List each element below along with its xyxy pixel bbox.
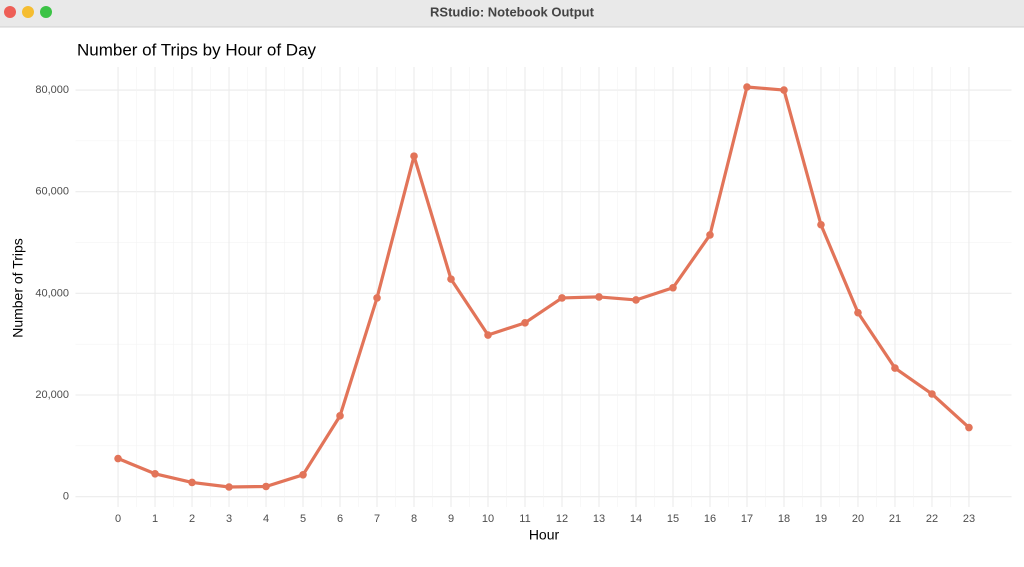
point [891, 364, 899, 372]
y-tick-label: 60,000 [35, 186, 69, 198]
x-tick-label: 20 [852, 513, 864, 525]
close-button[interactable] [4, 6, 16, 18]
point [521, 319, 529, 327]
point [817, 220, 825, 229]
point [225, 483, 233, 491]
window-title: RStudio: Notebook Output [430, 4, 595, 19]
point [336, 412, 344, 420]
point [965, 423, 973, 432]
x-tick-label: 6 [337, 513, 343, 525]
point [299, 471, 307, 479]
point [854, 308, 862, 317]
chart-title: Number of Trips by Hour of Day [77, 40, 317, 59]
x-tick-label: 11 [519, 513, 530, 525]
title-bar [0, 0, 1024, 27]
x-tick-label: 1 [152, 513, 158, 525]
point [669, 283, 677, 292]
y-tick-label: 40,000 [35, 287, 69, 299]
x-tick-label: 23 [963, 513, 975, 525]
x-tick-label: 3 [226, 513, 232, 525]
plot [114, 83, 973, 491]
point [447, 275, 455, 283]
point [558, 294, 566, 302]
y-tick-label: 80,000 [35, 84, 69, 96]
x-tick-label: 9 [448, 513, 454, 525]
x-tick-label: 19 [815, 513, 827, 525]
point [188, 478, 196, 487]
point [151, 469, 159, 478]
line [117, 85, 971, 489]
x-tick-label: 12 [556, 513, 568, 525]
x-tick-label: 10 [482, 513, 494, 525]
point [373, 294, 381, 302]
point [632, 296, 640, 304]
point [114, 454, 122, 463]
point [262, 482, 270, 491]
point [484, 331, 492, 339]
zoom-button[interactable] [40, 6, 52, 18]
x-tick-label: 16 [704, 513, 716, 525]
x-tick-label: 7 [374, 513, 380, 525]
x-tick-label: 15 [667, 513, 679, 525]
x-tick-label: 18 [778, 513, 790, 525]
point [410, 152, 418, 160]
x-tick-label: 4 [263, 513, 269, 525]
point [780, 86, 788, 94]
y-tick-label: 0 [63, 491, 69, 503]
x-tick-label: 17 [741, 513, 753, 525]
y-axis-label: Number of Trips [10, 238, 26, 338]
x-tick-label: 8 [411, 513, 417, 525]
x-tick-label: 0 [115, 513, 121, 525]
point [743, 83, 751, 91]
y-tick-label: 20,000 [35, 389, 69, 401]
x-axis-label: Hour [529, 527, 560, 543]
minimize-button[interactable] [22, 6, 34, 18]
point [706, 231, 714, 239]
x-tick-label: 5 [300, 513, 306, 525]
grid [75, 67, 1012, 507]
x-tick-label: 22 [926, 513, 938, 525]
x-tick-label: 14 [630, 513, 642, 525]
x-tick-label: 21 [889, 513, 901, 525]
x-tick-label: 2 [189, 513, 195, 525]
x-tick-label: 13 [593, 513, 605, 525]
point [595, 293, 603, 301]
point [928, 390, 936, 398]
